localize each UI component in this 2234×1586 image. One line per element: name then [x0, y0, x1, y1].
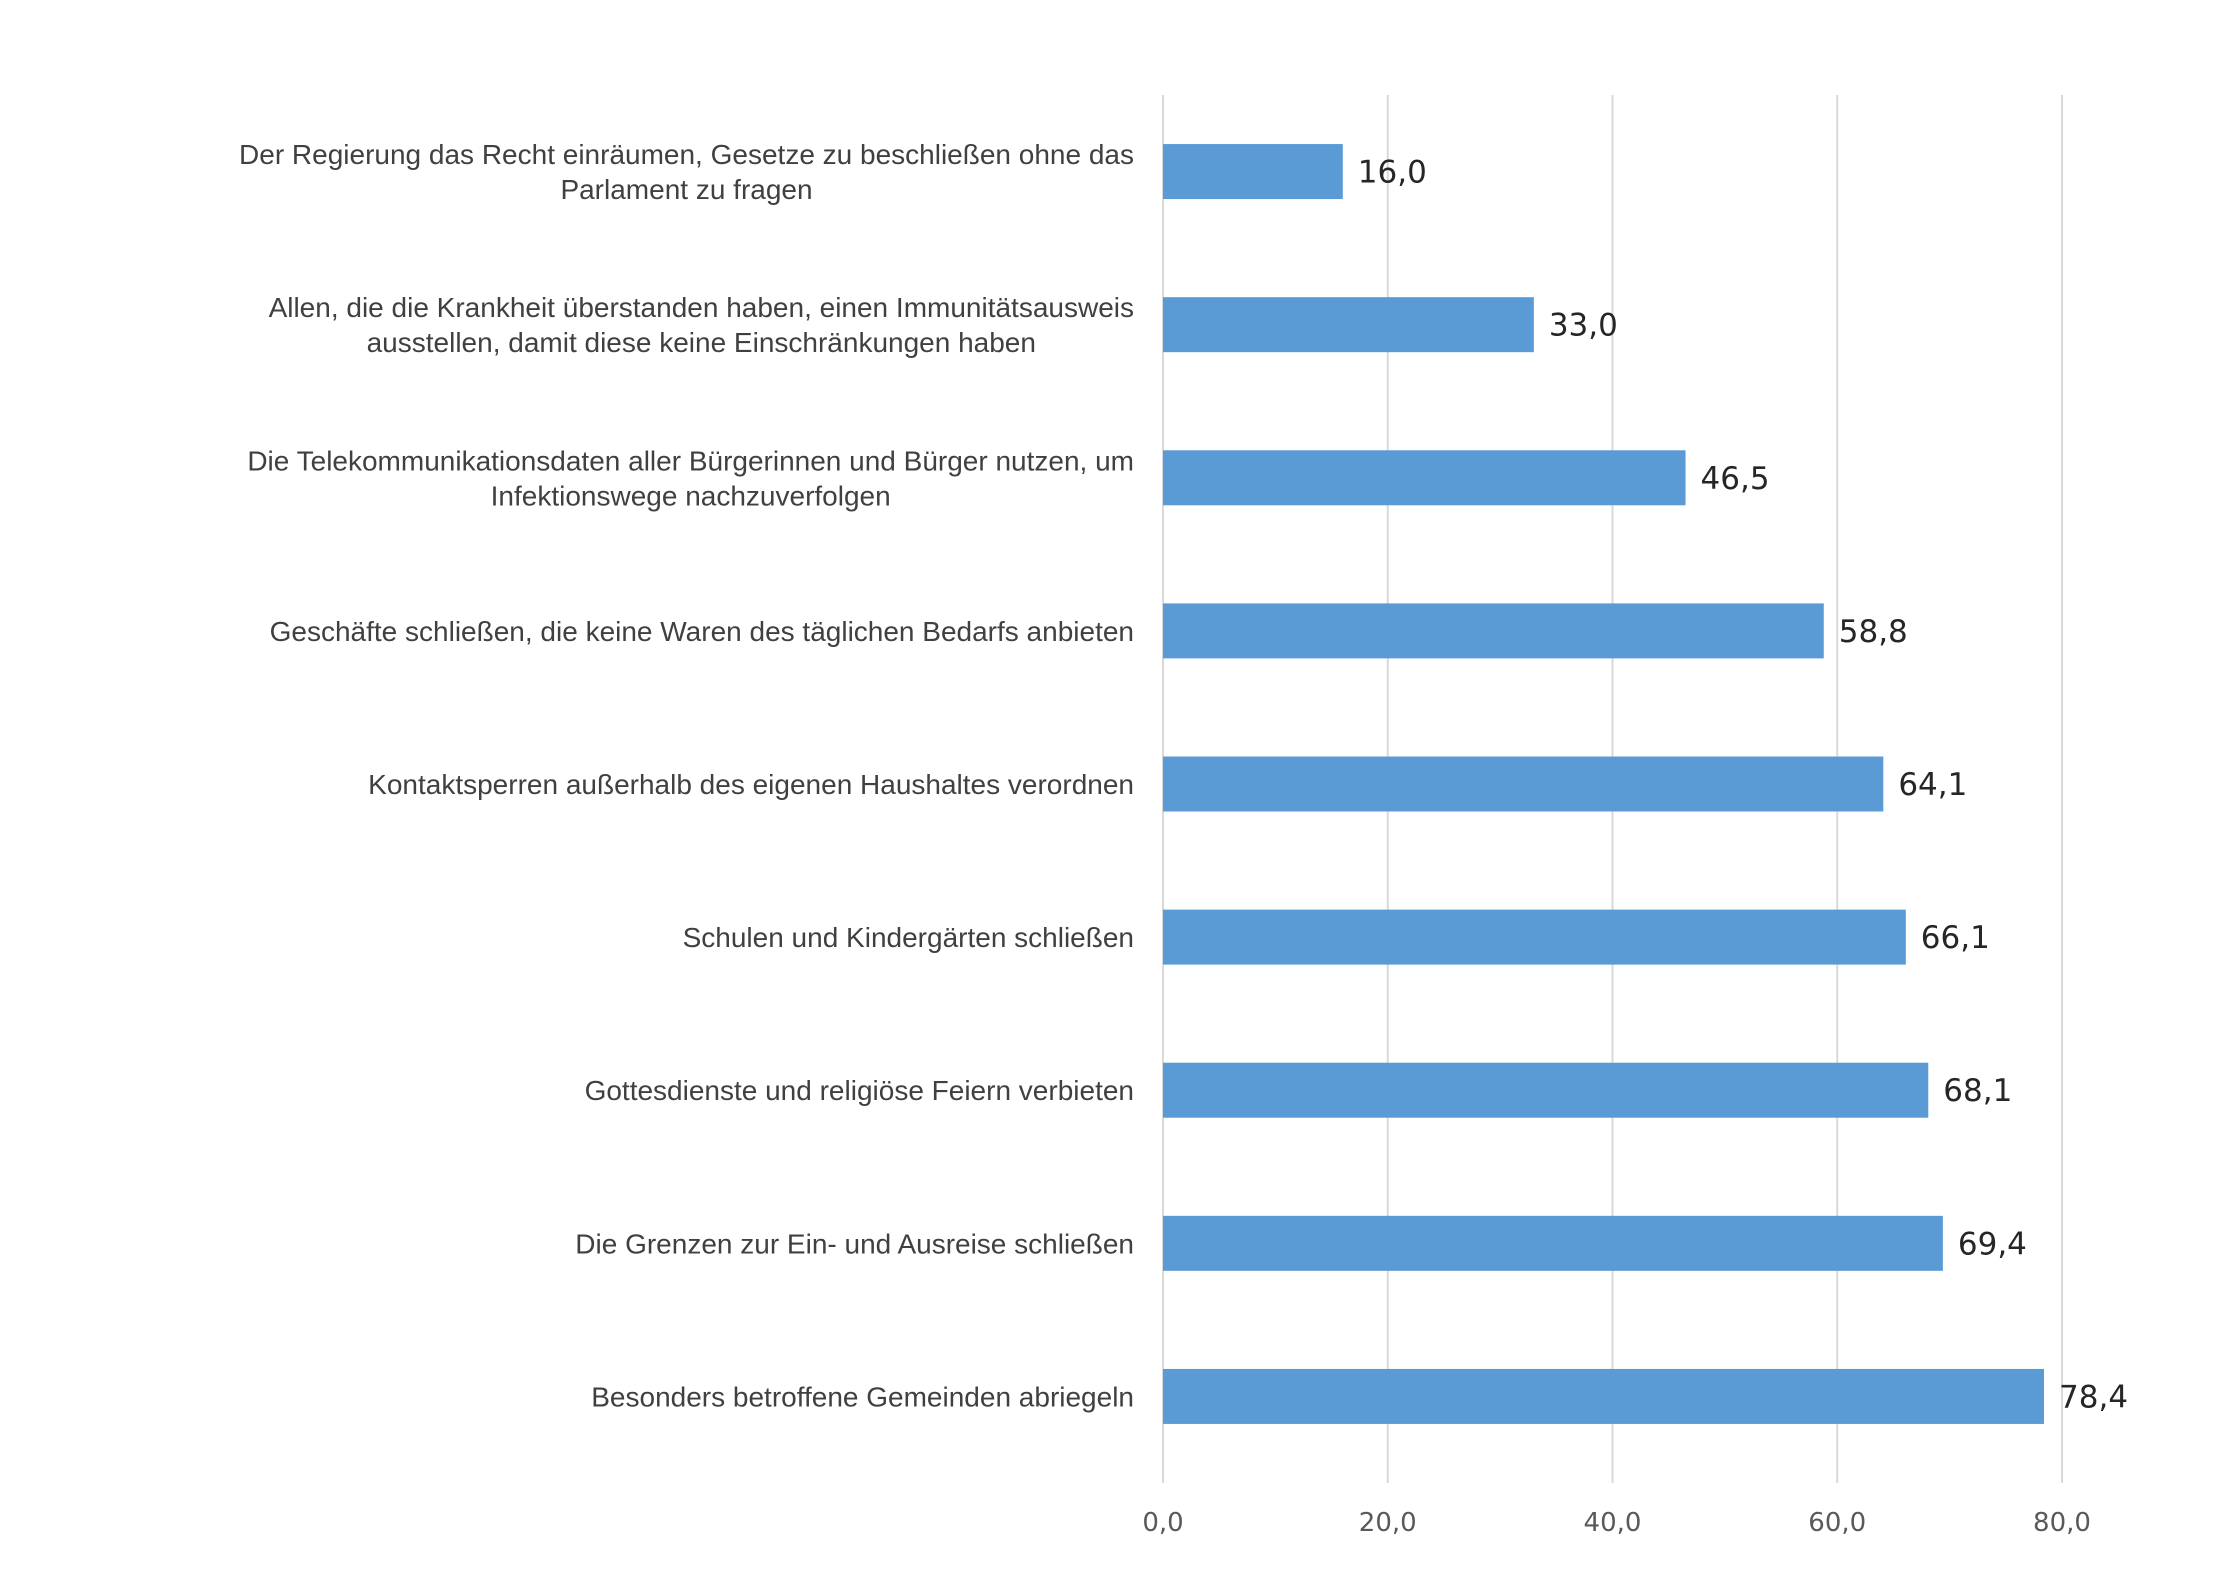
bar [1163, 450, 1686, 506]
x-tick-label: 40,0 [1584, 1508, 1642, 1538]
category-label: Schulen und Kindergärten schließen [683, 922, 1134, 953]
x-tick-label: 20,0 [1359, 1508, 1417, 1538]
data-label: 78,4 [2059, 1379, 2128, 1415]
bar [1163, 1368, 2045, 1424]
x-tick-label: 80,0 [2033, 1508, 2091, 1538]
category-label: Die Grenzen zur Ein- und Ausreise schlie… [575, 1228, 1134, 1259]
category-label: Der Regierung das Recht einräumen, Geset… [239, 139, 1134, 170]
data-label: 58,8 [1839, 614, 1908, 650]
bar [1163, 756, 1884, 812]
data-label: 46,5 [1701, 461, 1770, 497]
category-label: ausstellen, damit diese keine Einschränk… [367, 327, 1036, 358]
category-label: Parlament zu fragen [560, 174, 812, 205]
data-label: 66,1 [1921, 920, 1990, 956]
value-labels: 16,0 33,0 46,5 58,8 64,1 66,1 68,1 69,4 78,4 [1358, 155, 2128, 1416]
category-label: Infektionswege nachzuverfolgen [491, 480, 891, 511]
x-tick-label: 60,0 [1808, 1508, 1866, 1538]
data-label: 64,1 [1898, 767, 1967, 803]
data-label: 69,4 [1958, 1226, 2027, 1262]
category-label: Geschäfte schließen, die keine Waren des… [270, 616, 1134, 647]
x-axis-ticks: 0,0 20,0 40,0 60,0 80,0 [1142, 1508, 2091, 1538]
bar [1163, 603, 1824, 659]
bar [1163, 144, 1343, 200]
category-label: Allen, die die Krankheit überstanden hab… [269, 292, 1134, 323]
bar [1163, 1215, 1943, 1271]
category-label: Die Telekommunikationsdaten aller Bürger… [247, 445, 1134, 476]
bars [1163, 144, 2045, 1424]
category-label: Gottesdienste und religiöse Feiern verbi… [585, 1075, 1134, 1106]
data-label: 16,0 [1358, 155, 1427, 191]
category-labels: Der Regierung das Recht einräumen, Geset… [239, 139, 1134, 1412]
data-label: 68,1 [1943, 1073, 2012, 1109]
x-tick-label: 0,0 [1142, 1508, 1183, 1538]
bar [1163, 1062, 1929, 1118]
category-label: Kontaktsperren außerhalb des eigenen Hau… [368, 769, 1134, 800]
bar [1163, 909, 1906, 965]
category-label: Besonders betroffene Gemeinden abriegeln [591, 1381, 1134, 1412]
bar [1163, 297, 1534, 353]
data-label: 33,0 [1549, 308, 1618, 344]
